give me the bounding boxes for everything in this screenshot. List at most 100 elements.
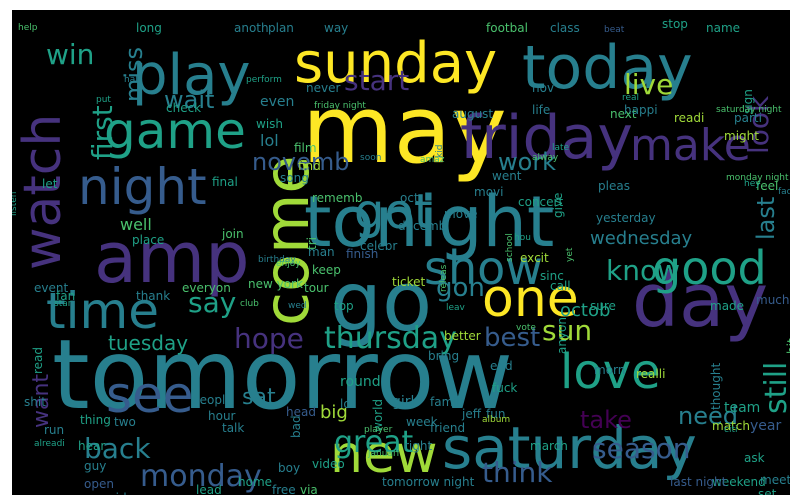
cloud-word: home <box>238 475 272 489</box>
cloud-word: beat <box>604 25 625 35</box>
cloud-word: team <box>724 400 760 416</box>
cloud-word: parti <box>734 111 762 125</box>
cloud-word: star <box>54 299 72 309</box>
cloud-word: soon <box>360 153 381 163</box>
cloud-word: face <box>778 187 790 197</box>
cloud-word: hour <box>208 409 236 423</box>
cloud-word: come <box>250 155 323 326</box>
cloud-word: well <box>120 215 152 234</box>
cloud-word: say <box>188 286 236 319</box>
cloud-word: friday night <box>314 101 366 111</box>
cloud-word: guy <box>84 459 106 473</box>
cloud-word: two <box>114 415 136 429</box>
cloud-word: show <box>424 241 543 295</box>
cloud-word: ticket <box>392 275 426 289</box>
cloud-word: friend <box>430 421 465 435</box>
cloud-word: ask <box>744 451 765 465</box>
cloud-word: love <box>560 344 661 400</box>
cloud-word: made <box>710 299 744 313</box>
cloud-word: keep <box>312 263 341 277</box>
cloud-word: lead <box>196 483 222 495</box>
cloud-word: move <box>444 207 478 221</box>
cloud-word: night <box>78 158 207 216</box>
cloud-word: better <box>444 329 481 343</box>
cloud-word: meet <box>760 473 790 487</box>
cloud-word: today <box>522 33 693 103</box>
cloud-word: lol <box>260 131 279 150</box>
cloud-word: august <box>452 107 493 121</box>
cloud-word: year <box>750 418 781 434</box>
cloud-word: go <box>330 255 432 350</box>
cloud-word: hear <box>78 439 105 453</box>
cloud-word: releas <box>439 264 449 292</box>
cloud-word: concert <box>518 195 563 209</box>
cloud-word: feel <box>756 179 778 193</box>
cloud-word: amaz <box>420 155 445 165</box>
cloud-word: head <box>286 405 316 419</box>
cloud-word: tuesday <box>108 331 188 355</box>
cloud-word: think <box>482 456 553 489</box>
cloud-word: best <box>484 323 540 353</box>
cloud-word: octob <box>560 300 610 321</box>
cloud-word: week <box>406 415 438 429</box>
cloud-word: sign <box>741 89 755 114</box>
cloud-word: got <box>354 184 433 240</box>
cloud-word: march <box>530 439 568 453</box>
cloud-word: class <box>550 21 580 35</box>
cloud-word: girl <box>392 394 414 410</box>
cloud-word: film <box>294 141 317 155</box>
cloud-word: wednesday <box>590 228 693 249</box>
cloud-word: free <box>272 483 296 495</box>
cloud-word: bad <box>289 415 303 438</box>
cloud-word: wed <box>288 301 307 311</box>
cloud-word: readi <box>674 111 704 125</box>
cloud-word: saturday <box>442 414 697 482</box>
cloud-word: album <box>482 415 510 425</box>
cloud-word: perform <box>246 75 282 85</box>
cloud-word: tomorrow night <box>382 475 475 489</box>
cloud-word: thank <box>136 289 170 303</box>
cloud-word: never <box>306 81 340 95</box>
cloud-word: next <box>610 107 637 121</box>
cloud-word: wait <box>164 86 214 114</box>
cloud-word: rememb <box>312 191 362 205</box>
cloud-word: half <box>124 75 142 85</box>
cloud-word: talk <box>222 421 244 435</box>
cloud-word: last night <box>670 475 727 489</box>
cloud-word: join <box>221 227 244 241</box>
cloud-word: excit <box>520 251 549 265</box>
cloud-word: pleas <box>598 179 630 193</box>
word-cloud: tomorrow may tonight day sunday today go amp sat… <box>12 10 790 495</box>
cloud-word: one <box>482 269 579 329</box>
cloud-word: make <box>630 120 751 171</box>
cloud-word: help <box>18 23 38 33</box>
cloud-word: world <box>371 399 385 432</box>
cloud-word: birthday <box>258 255 296 265</box>
cloud-word: run <box>44 423 64 437</box>
cloud-word: yet <box>565 247 575 262</box>
cloud-word: gon <box>436 273 485 303</box>
cloud-word: read <box>31 347 45 374</box>
cloud-word: januari <box>367 449 399 459</box>
cloud-word: hey <box>744 179 761 189</box>
cloud-word: kid <box>435 145 445 158</box>
cloud-word: take <box>580 406 632 434</box>
cloud-word: yesterday <box>596 211 656 225</box>
cloud-word: sun <box>542 314 592 347</box>
cloud-word: give <box>551 193 565 218</box>
cloud-word: set <box>758 487 777 495</box>
cloud-word: bring <box>428 349 459 363</box>
cloud-word: might <box>724 129 759 143</box>
cloud-word: anyon <box>555 317 569 354</box>
cloud-word: late <box>552 143 570 153</box>
cloud-word: famili <box>430 395 463 409</box>
cloud-word: sunday <box>294 31 497 96</box>
cloud-word: even <box>260 94 294 110</box>
cloud-word: call <box>550 279 571 293</box>
cloud-word: monday night <box>726 173 789 183</box>
cloud-word: fan <box>56 289 75 303</box>
cloud-word: season <box>592 432 690 465</box>
cloud-word: anoth <box>234 21 269 35</box>
cloud-word: final <box>212 175 238 189</box>
